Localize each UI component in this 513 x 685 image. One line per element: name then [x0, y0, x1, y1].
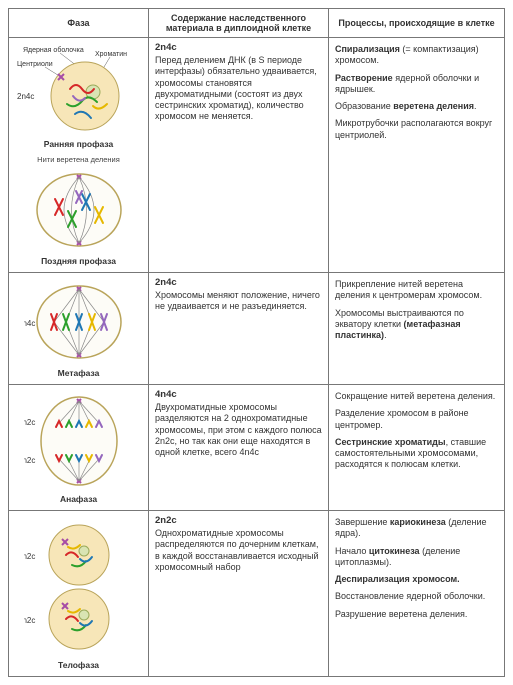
row-anaphase: 2n2c 2n2c Анафаза 4n4c Двухроматидные хр… [9, 385, 505, 511]
metaphase-text: Хромосомы меняют положение, ничего не уд… [155, 290, 322, 313]
side-label-telo-bot: 2n2c [24, 616, 35, 625]
row-telophase: 2n2c 2n2c Телофаза 2n2c Однохроматидные … [9, 511, 505, 677]
row-metaphase: 2n4c Метафаза 2n4c Хромосомы меняют поло… [9, 273, 505, 385]
label-centrioles: Центриоли [17, 61, 53, 68]
prophase-content: 2n4c Перед делением ДНК (в S периоде инт… [149, 38, 329, 273]
metaphase-diagram: 2n4c [24, 279, 134, 365]
header-phase: Фаза [9, 9, 149, 38]
metaphase-diagram-cell: 2n4c Метафаза [9, 273, 149, 385]
telophase-p2: Начало цитокинеза (деление цитоплазмы). [335, 546, 498, 569]
telophase-p1: Завершение кариокинеза (деление ядра). [335, 517, 498, 540]
prophase-p2: Растворение ядерной оболочки и ядрышек. [335, 73, 498, 96]
metaphase-p1: Прикрепление нитей веретена деления к це… [335, 279, 498, 302]
metaphase-formula: 2n4c [155, 277, 322, 288]
anaphase-text: Двухроматидные хромосомы разделяются на … [155, 402, 322, 458]
anaphase-diagram: 2n2c 2n2c [24, 391, 134, 491]
caption-metaphase: Метафаза [58, 368, 100, 378]
header-row: Фаза Содержание наследственного материал… [9, 9, 505, 38]
label-nuclear-envelope: Ядерная оболочка [23, 46, 84, 54]
header-content: Содержание наследственного материала в д… [149, 9, 329, 38]
caption-early-prophase: Ранняя профаза [44, 139, 113, 149]
telophase-p4: Восстановление ядерной оболочки. [335, 591, 498, 602]
early-prophase-diagram: Ядерная оболочка Центриоли Хроматин [15, 44, 143, 136]
anaphase-formula: 4n4c [155, 389, 322, 400]
telophase-text: Однохроматидные хромосомы распределяются… [155, 528, 322, 573]
prophase-text: Перед делением ДНК (в S периоде интерфаз… [155, 55, 322, 123]
caption-telophase: Телофаза [58, 660, 99, 670]
prophase-p4: Микротрубочки располагаются вокруг центр… [335, 118, 498, 141]
side-label-meta: 2n4c [24, 319, 35, 328]
caption-late-prophase: Поздняя профаза [41, 256, 116, 266]
metaphase-p2: Хромосомы выстраиваются по экватору клет… [335, 308, 498, 342]
side-label-ana-top: 2n2c [24, 418, 35, 427]
telophase-p5: Разрушение веретена деления. [335, 609, 498, 620]
prophase-process: Спирализация (= компактизация) хромосом.… [329, 38, 505, 273]
anaphase-diagram-cell: 2n2c 2n2c Анафаза [9, 385, 149, 511]
metaphase-content: 2n4c Хромосомы меняют положение, ничего … [149, 273, 329, 385]
label-spindle: Нити веретена деления [37, 155, 120, 164]
anaphase-p3: Сестринские хроматиды, ставшие самостоят… [335, 437, 498, 471]
side-label-telo-top: 2n2c [24, 552, 35, 561]
telophase-diagram: 2n2c 2n2c [24, 517, 134, 657]
row-prophase: Ядерная оболочка Центриоли Хроматин [9, 38, 505, 273]
prophase-p3: Образование веретена деления. [335, 101, 498, 112]
label-chromatin: Хроматин [95, 51, 127, 58]
prophase-formula: 2n4c [155, 42, 322, 53]
anaphase-p2: Разделение хромосом в районе центромер. [335, 408, 498, 431]
anaphase-process: Сокращение нитей веретена деления. Разде… [329, 385, 505, 511]
side-label-early: 2n4c [17, 92, 34, 101]
telophase-content: 2n2c Однохроматидные хромосомы распредел… [149, 511, 329, 677]
late-prophase-diagram [24, 167, 134, 253]
telophase-process: Завершение кариокинеза (деление ядра). Н… [329, 511, 505, 677]
side-label-ana-bot: 2n2c [24, 456, 35, 465]
telophase-diagram-cell: 2n2c 2n2c Телофаза [9, 511, 149, 677]
header-process: Процессы, происходящие в клетке [329, 9, 505, 38]
telophase-formula: 2n2c [155, 515, 322, 526]
metaphase-process: Прикрепление нитей веретена деления к це… [329, 273, 505, 385]
anaphase-p1: Сокращение нитей веретена деления. [335, 391, 498, 402]
mitosis-table: Фаза Содержание наследственного материал… [8, 8, 505, 677]
prophase-p1: Спирализация (= компактизация) хромосом. [335, 44, 498, 67]
telophase-p3: Деспирализация хромосом. [335, 574, 498, 585]
anaphase-content: 4n4c Двухроматидные хромосомы разделяютс… [149, 385, 329, 511]
prophase-diagram-cell: Ядерная оболочка Центриоли Хроматин [9, 38, 149, 273]
caption-anaphase: Анафаза [60, 494, 97, 504]
